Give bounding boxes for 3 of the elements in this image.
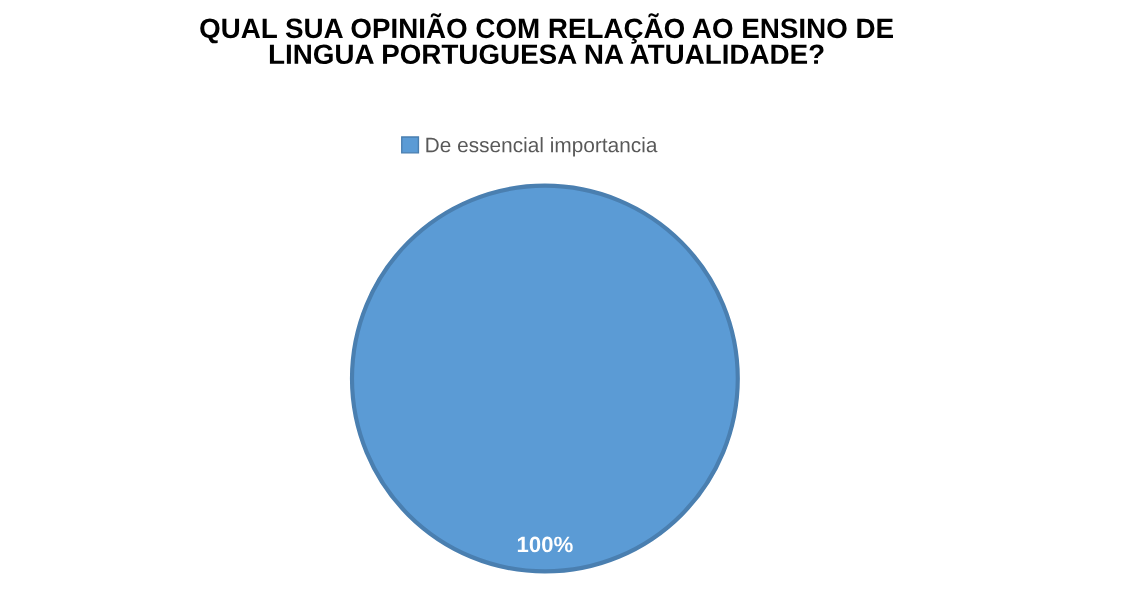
chart-title: QUAL SUA OPINIÃO COM RELAÇÃO AO ENSINO DE LINGUA PORTUGUESA NA ATUALIDADE?	[200, 13, 893, 65]
legend-label: De essencial importancia	[426, 137, 658, 157]
data-label: 100%	[517, 536, 573, 553]
